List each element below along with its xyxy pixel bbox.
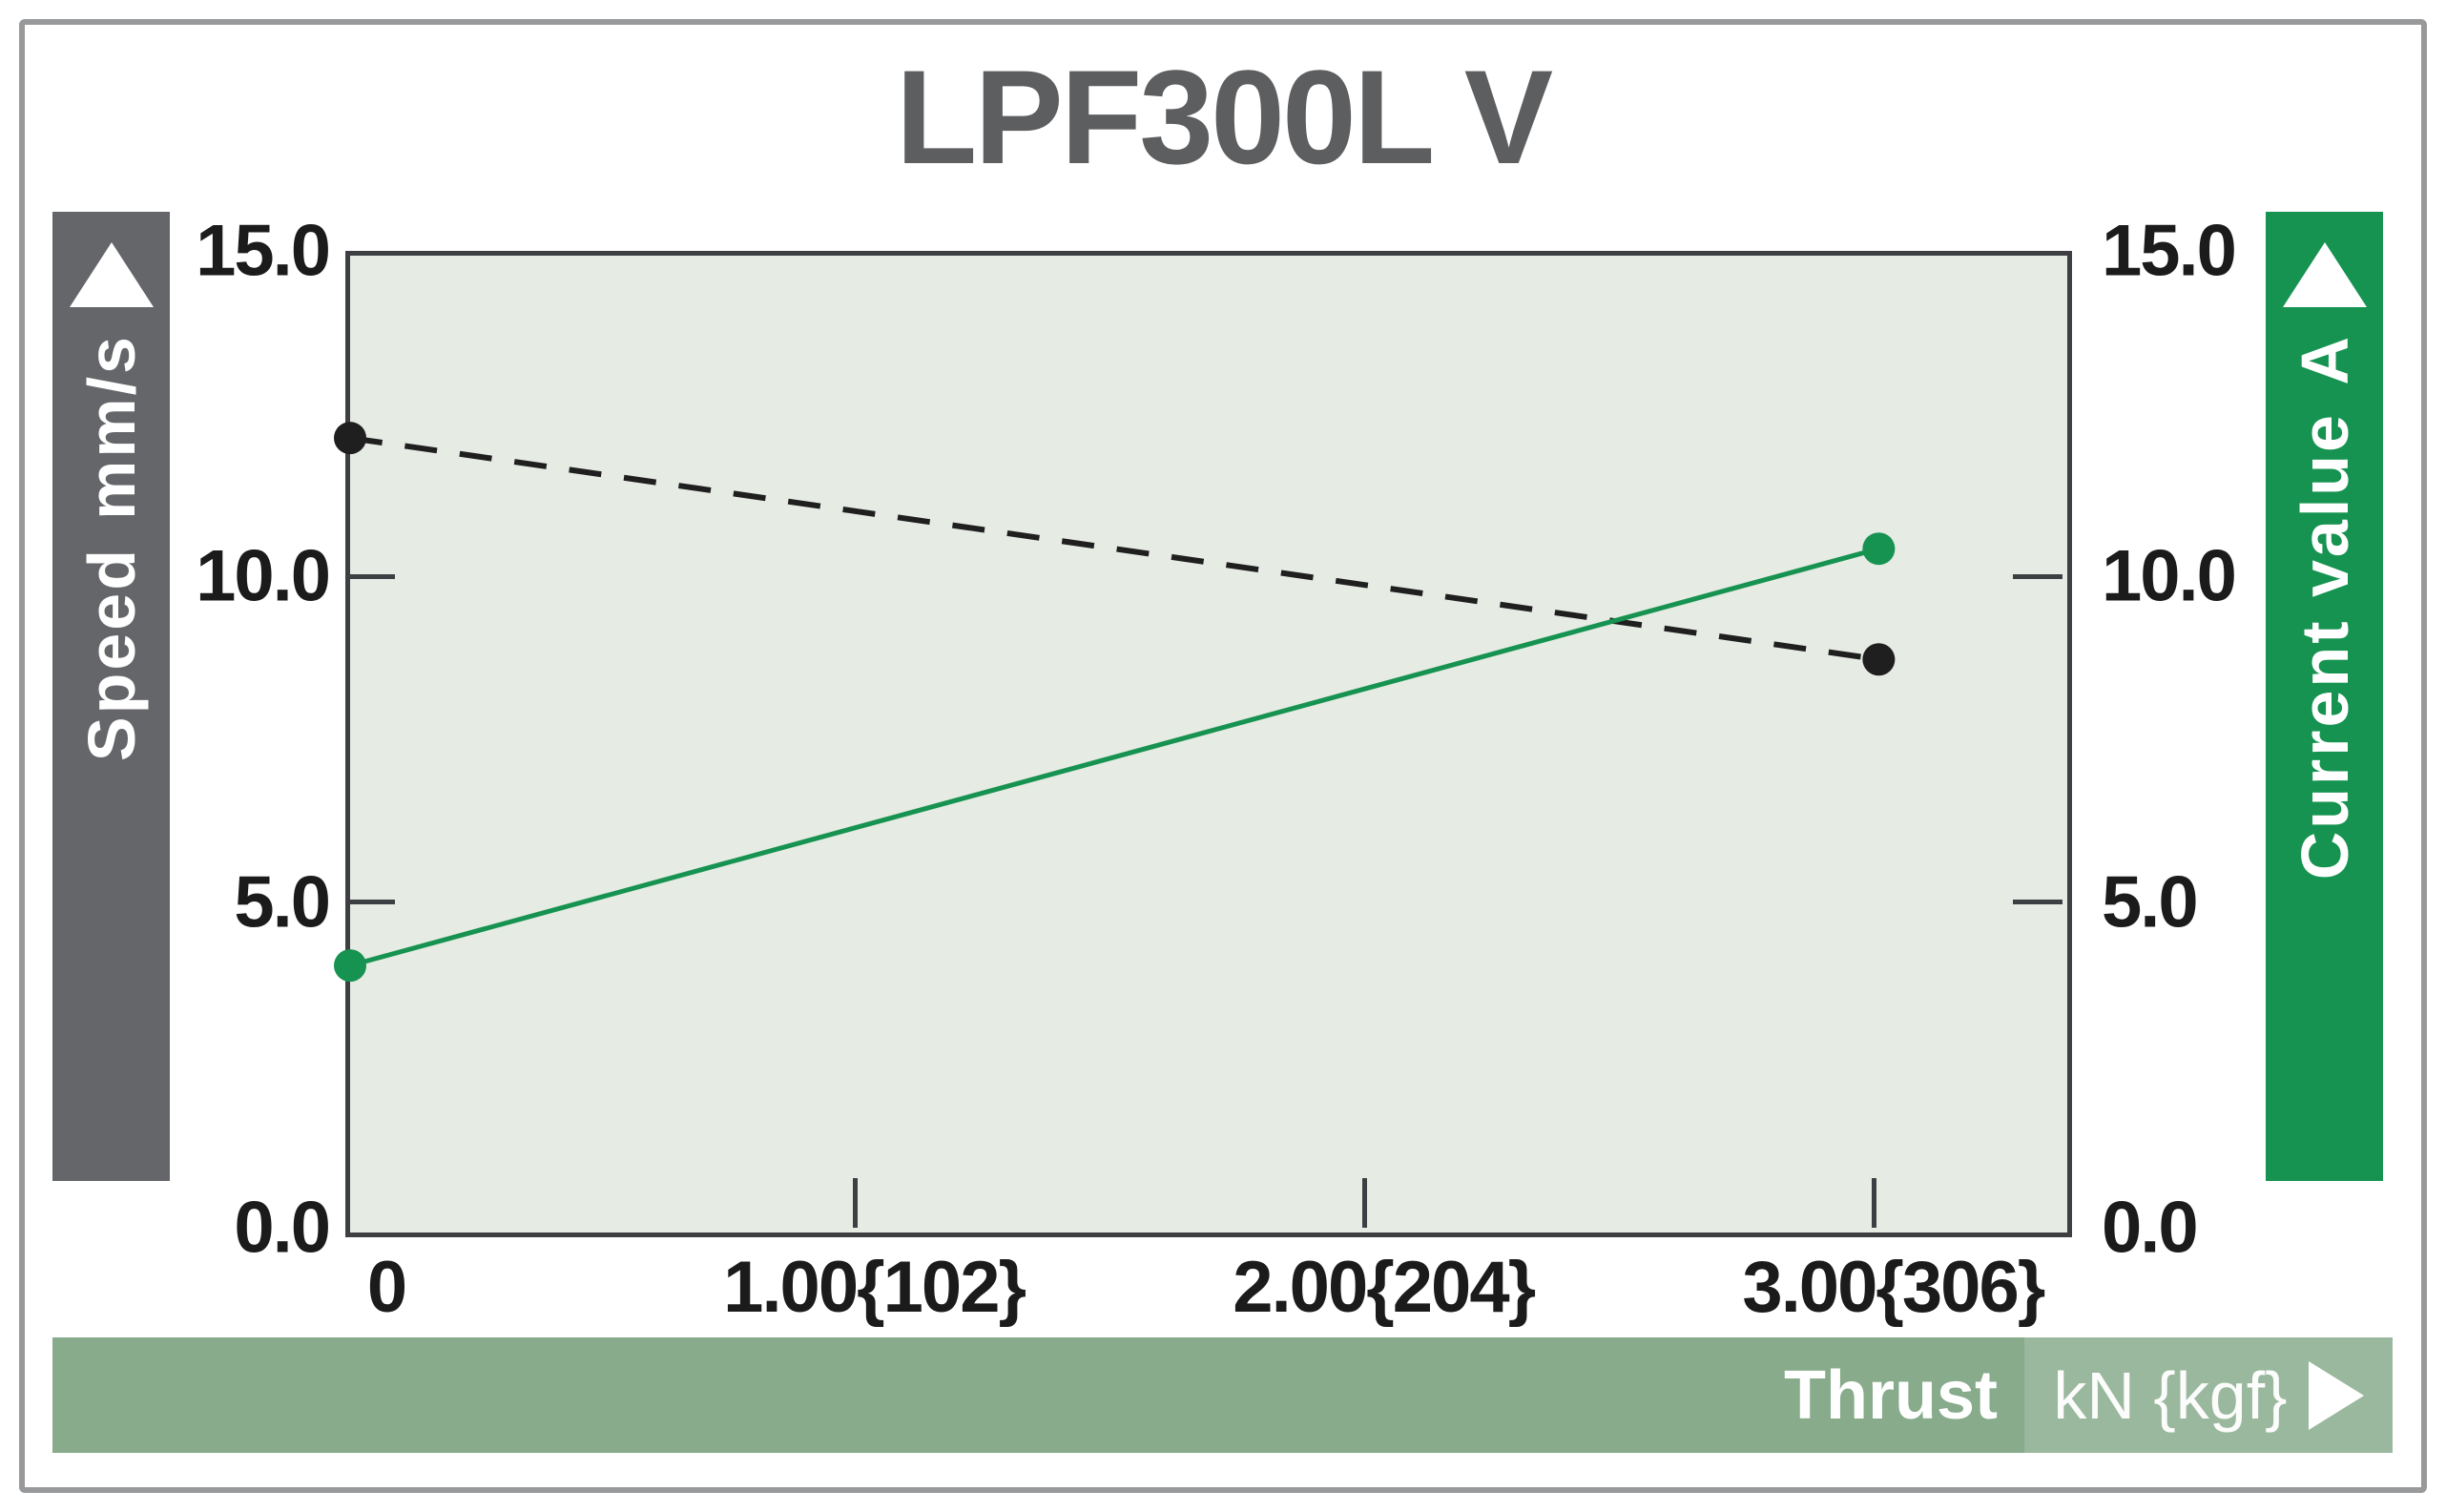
y-tick-label-right: 15.0 [2102,210,2237,292]
current-data-point [334,949,366,983]
y-tick-label-left: 5.0 [234,861,331,943]
y-tick-mark-right [2013,900,2063,905]
plot-area [334,251,2072,1237]
x-tick-label: 2.00{204} [1233,1247,1536,1328]
y-tick-mark-right [2013,573,2063,579]
speed-line [349,435,1879,663]
arrow-up-icon [69,242,154,307]
thrust-axis-unit: kN {kgf} [2053,1357,2288,1433]
current-data-point [1862,532,1896,566]
y-tick-label-right: 10.0 [2102,535,2237,617]
thrust-axis-ribbon: Thrust kN {kgf} [52,1337,2393,1453]
thrust-unit-zone: kN {kgf} [2024,1337,2393,1453]
speed-axis-unit: mm/s [73,334,149,520]
y-tick-label-right: 0.0 [2102,1187,2199,1269]
current-axis-label: Current value [2287,411,2362,880]
y-tick-label-right: 5.0 [2102,861,2199,943]
y-tick-label-left: 10.0 [196,535,331,617]
arrow-right-icon [2308,1360,2364,1430]
arrow-up-icon [2282,242,2367,307]
x-tick-mark [852,1178,858,1228]
speed-data-point [1862,643,1896,676]
series-plot [334,422,1896,983]
speed-axis-label: Speed [73,546,149,761]
thrust-axis-label: Thrust [1784,1357,1998,1434]
x-tick-mark [1871,1178,1876,1228]
speed-axis-ribbon: mm/s Speed [52,212,170,1181]
y-tick-label-left: 15.0 [196,210,331,292]
x-tick-label: 3.00{306} [1742,1247,2045,1328]
current-line [349,546,1880,968]
y-tick-mark-left [345,900,395,905]
current-axis-unit: A [2287,334,2362,385]
x-tick-label: 0 [366,1247,407,1328]
x-tick-mark [1361,1178,1367,1228]
chart-title: LPF300L V [895,42,1553,192]
speed-data-point [334,422,366,455]
y-tick-mark-left [345,573,395,579]
current-axis-ribbon: A Current value [2266,212,2383,1181]
y-tick-label-left: 0.0 [234,1187,331,1269]
x-tick-label: 1.00{102} [723,1247,1026,1328]
